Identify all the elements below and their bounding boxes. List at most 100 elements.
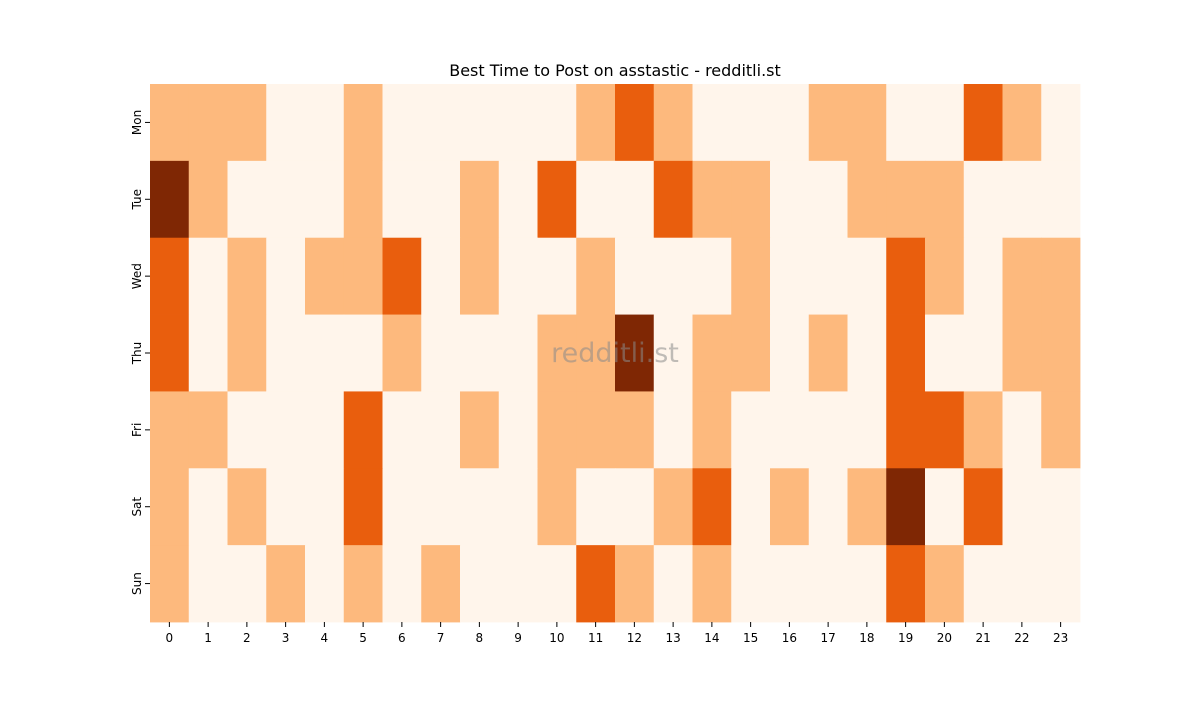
heatmap-cell-thu-13 (653, 314, 693, 392)
y-tick-label: Sat (130, 497, 144, 517)
heatmap-cell-fri-17 (808, 391, 848, 469)
heatmap-cell-wed-21 (963, 237, 1003, 315)
heatmap-cell-sat-16 (770, 468, 810, 546)
heatmap-cell-tue-3 (266, 160, 306, 239)
heatmap-cell-thu-18 (847, 314, 887, 392)
heatmap-cell-mon-3 (266, 84, 306, 162)
heatmap-cell-mon-6 (382, 84, 422, 162)
heatmap-cell-tue-21 (963, 160, 1003, 239)
x-tick-label: 5 (359, 631, 367, 645)
heatmap-cell-sat-1 (188, 468, 228, 546)
heatmap-cell-mon-18 (847, 84, 887, 162)
heatmap-cell-thu-23 (1041, 314, 1081, 392)
heatmap-cell-sat-3 (266, 468, 306, 546)
heatmap-cell-sun-20 (925, 545, 965, 623)
x-tick-label: 7 (437, 631, 445, 645)
heatmap-cell-fri-5 (343, 391, 383, 469)
heatmap-cell-thu-6 (382, 314, 422, 392)
heatmap-cell-thu-17 (808, 314, 848, 392)
heatmap-cell-fri-6 (382, 391, 422, 469)
heatmap-cell-sun-1 (188, 545, 228, 623)
heatmap-cell-tue-5 (343, 160, 383, 239)
heatmap-cell-wed-12 (615, 237, 655, 315)
heatmap-cell-mon-10 (537, 84, 577, 162)
heatmap-cell-wed-4 (305, 237, 345, 315)
x-axis: 0 1 2 3 4 5 6 7 8 9 10 11 12 13 14 15 16 17 18 19 20 21 22 23 (166, 622, 1068, 645)
heatmap-cell-thu-2 (227, 314, 267, 392)
heatmap-cell-sat-15 (731, 468, 771, 546)
heatmap-cell-wed-17 (808, 237, 848, 315)
y-axis: Mon Tue Wed Thu Fri Sat Sun (130, 110, 150, 595)
heatmap-cell-wed-16 (770, 237, 810, 315)
heatmap-cell-fri-20 (925, 391, 965, 469)
heatmap-cell-tue-6 (382, 160, 422, 239)
heatmap-cell-mon-9 (498, 84, 538, 162)
heatmap-cell-wed-23 (1041, 237, 1081, 315)
heatmap-cell-sun-0 (150, 545, 190, 623)
y-tick-label: Thu (130, 342, 144, 366)
heatmap-cell-thu-14 (692, 314, 732, 392)
heatmap-cell-thu-0 (150, 314, 190, 392)
heatmap-cell-wed-10 (537, 237, 577, 315)
y-tick-label: Sun (130, 572, 144, 595)
x-tick-label: 19 (898, 631, 913, 645)
heatmap-cell-fri-7 (421, 391, 461, 469)
heatmap-cell-mon-8 (460, 84, 500, 162)
heatmap-cell-sun-8 (460, 545, 500, 623)
x-tick-label: 0 (166, 631, 174, 645)
heatmap-cell-thu-11 (576, 314, 616, 392)
heatmap-cell-sun-4 (305, 545, 345, 623)
heatmap-cell-sun-17 (808, 545, 848, 623)
heatmap-cell-sat-13 (653, 468, 693, 546)
heatmap-cell-fri-0 (150, 391, 190, 469)
x-tick-label: 20 (937, 631, 952, 645)
heatmap-cell-tue-13 (653, 160, 693, 239)
heatmap-cell-fri-1 (188, 391, 228, 469)
x-tick-label: 2 (243, 631, 251, 645)
heatmap-cell-wed-18 (847, 237, 887, 315)
heatmap-cell-mon-21 (963, 84, 1003, 162)
heatmap-cell-wed-13 (653, 237, 693, 315)
heatmap-cell-wed-5 (343, 237, 383, 315)
heatmap-cell-fri-21 (963, 391, 1003, 469)
heatmap-cell-fri-8 (460, 391, 500, 469)
watermark-text: redditli.st (551, 338, 679, 369)
x-tick-label: 16 (782, 631, 797, 645)
heatmap-cell-sat-2 (227, 468, 267, 546)
heatmap-cell-mon-4 (305, 84, 345, 162)
heatmap-cell-mon-23 (1041, 84, 1081, 162)
heatmap-cell-mon-16 (770, 84, 810, 162)
heatmap-cell-sat-9 (498, 468, 538, 546)
heatmap-cell-fri-12 (615, 391, 655, 469)
heatmap-cell-mon-2 (227, 84, 267, 162)
heatmap-cell-sat-14 (692, 468, 732, 546)
heatmap-cell-tue-18 (847, 160, 887, 239)
heatmap-cell-wed-15 (731, 237, 771, 315)
heatmap-cell-fri-15 (731, 391, 771, 469)
heatmap-cell-sat-18 (847, 468, 887, 546)
heatmap-cell-mon-13 (653, 84, 693, 162)
heatmap-cell-mon-20 (925, 84, 965, 162)
heatmap-cell-wed-1 (188, 237, 228, 315)
heatmap-cell-thu-22 (1002, 314, 1042, 392)
heatmap-cell-tue-19 (886, 160, 926, 239)
heatmap-cell-sun-22 (1002, 545, 1042, 623)
heatmap-cell-tue-10 (537, 160, 577, 239)
heatmap-cell-thu-3 (266, 314, 306, 392)
heatmap-cell-sun-14 (692, 545, 732, 623)
x-tick-label: 15 (743, 631, 758, 645)
heatmap-cell-sun-10 (537, 545, 577, 623)
heatmap-cell-fri-9 (498, 391, 538, 469)
x-tick-label: 12 (627, 631, 642, 645)
heatmap-cell-mon-7 (421, 84, 461, 162)
heatmap-cell-sat-11 (576, 468, 616, 546)
x-tick-label: 6 (398, 631, 406, 645)
heatmap-cell-thu-1 (188, 314, 228, 392)
heatmap-cell-thu-20 (925, 314, 965, 392)
heatmap-cell-tue-12 (615, 160, 655, 239)
heatmap-cell-sun-7 (421, 545, 461, 623)
heatmap-cell-mon-15 (731, 84, 771, 162)
heatmap-cell-sat-21 (963, 468, 1003, 546)
heatmap-cell-fri-16 (770, 391, 810, 469)
heatmap-cell-sat-19 (886, 468, 926, 546)
